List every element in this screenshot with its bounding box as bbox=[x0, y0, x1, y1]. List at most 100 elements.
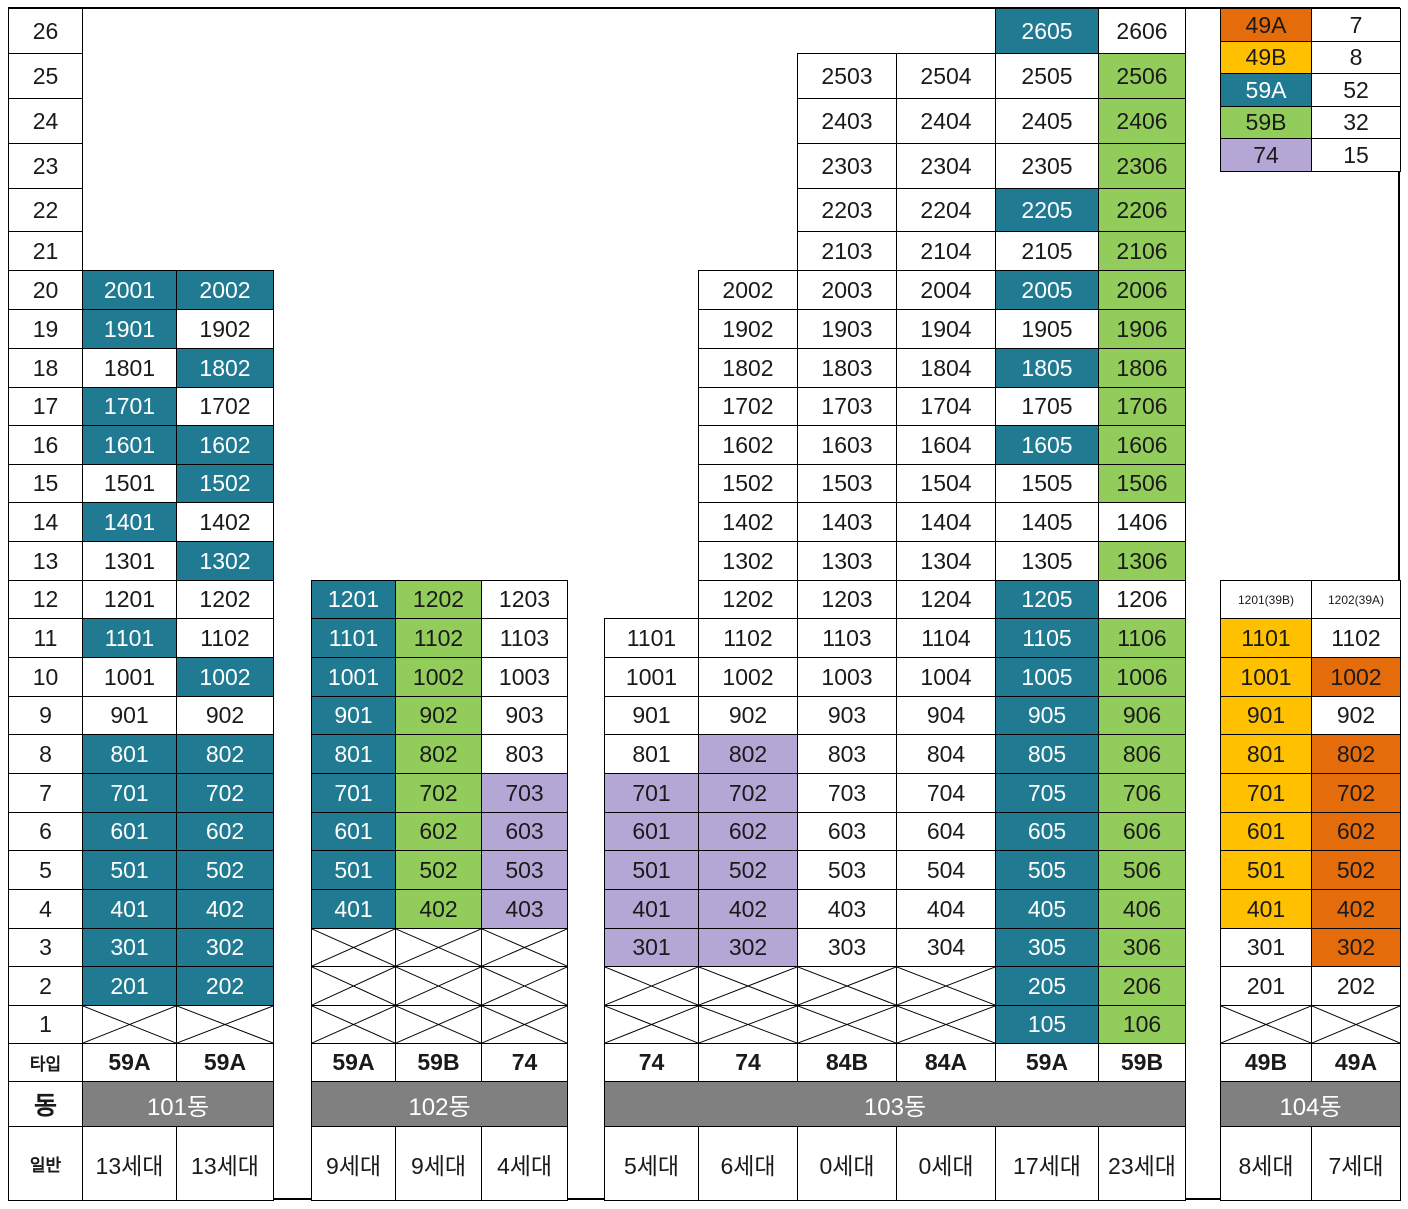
floor-label-17: 17 bbox=[8, 387, 83, 426]
unit-2204: 2204 bbox=[896, 188, 996, 232]
household-count: 6세대 bbox=[698, 1126, 798, 1201]
unit-405: 405 bbox=[995, 889, 1099, 929]
unit-1001: 1001 bbox=[311, 657, 396, 697]
unit-1903: 1903 bbox=[797, 309, 897, 349]
unit-1402: 1402 bbox=[698, 502, 798, 542]
unit-501: 501 bbox=[311, 850, 396, 890]
unit-301: 301 bbox=[82, 928, 177, 967]
unit-1201: 1201 bbox=[82, 580, 177, 619]
unit-901: 901 bbox=[604, 696, 699, 735]
legend-type-59B: 59B bbox=[1220, 106, 1312, 139]
household-count: 4세대 bbox=[481, 1126, 568, 1201]
unit-1003: 1003 bbox=[797, 657, 897, 697]
legend-type-49A: 49A bbox=[1220, 8, 1312, 42]
unit-1201: 1201 bbox=[311, 580, 396, 619]
household-count: 9세대 bbox=[395, 1126, 482, 1201]
unit-type-label: 74 bbox=[481, 1043, 568, 1082]
unit-901: 901 bbox=[1220, 696, 1312, 735]
unit-blocked bbox=[395, 1005, 482, 1044]
unit-803: 803 bbox=[481, 734, 568, 774]
unit-1203: 1203 bbox=[797, 580, 897, 619]
unit-blocked bbox=[896, 1005, 996, 1044]
unit-806: 806 bbox=[1098, 734, 1186, 774]
unit-702: 702 bbox=[395, 773, 482, 813]
unit-1206: 1206 bbox=[1098, 580, 1186, 619]
unit-1202: 1202 bbox=[176, 580, 274, 619]
unit-blocked bbox=[481, 1005, 568, 1044]
unit-2002: 2002 bbox=[176, 270, 274, 310]
unit-1405: 1405 bbox=[995, 502, 1099, 542]
unit-1502: 1502 bbox=[176, 464, 274, 503]
floor-label-19: 19 bbox=[8, 309, 83, 349]
unit-202: 202 bbox=[176, 966, 274, 1006]
unit-1801: 1801 bbox=[82, 348, 177, 388]
unit-2304: 2304 bbox=[896, 143, 996, 189]
unit-801: 801 bbox=[604, 734, 699, 774]
unit-1304: 1304 bbox=[896, 541, 996, 581]
unit-701: 701 bbox=[311, 773, 396, 813]
unit-1303: 1303 bbox=[797, 541, 897, 581]
unit-904: 904 bbox=[896, 696, 996, 735]
unit-602: 602 bbox=[395, 812, 482, 851]
unit-1305: 1305 bbox=[995, 541, 1099, 581]
unit-2605: 2605 bbox=[995, 8, 1099, 54]
floor-label-26: 26 bbox=[8, 8, 83, 54]
unit-306: 306 bbox=[1098, 928, 1186, 967]
household-count: 5세대 bbox=[604, 1126, 699, 1201]
unit-401: 401 bbox=[1220, 889, 1312, 929]
unit-703: 703 bbox=[481, 773, 568, 813]
unit-601: 601 bbox=[604, 812, 699, 851]
floor-label-7: 7 bbox=[8, 773, 83, 813]
unit-201: 201 bbox=[82, 966, 177, 1006]
unit-401: 401 bbox=[82, 889, 177, 929]
unit-2504: 2504 bbox=[896, 53, 996, 99]
unit-301: 301 bbox=[1220, 928, 1312, 967]
unit-1202: 1202 bbox=[395, 580, 482, 619]
unit-1101: 1101 bbox=[604, 618, 699, 658]
unit-1101: 1101 bbox=[82, 618, 177, 658]
unit-1706: 1706 bbox=[1098, 387, 1186, 426]
unit-type-label: 59A bbox=[995, 1043, 1099, 1082]
unit-2505: 2505 bbox=[995, 53, 1099, 99]
unit-1003: 1003 bbox=[481, 657, 568, 697]
unit-1504: 1504 bbox=[896, 464, 996, 503]
unit-1103: 1103 bbox=[797, 618, 897, 658]
unit-blocked bbox=[797, 1005, 897, 1044]
unit-201: 201 bbox=[1220, 966, 1312, 1006]
unit-705: 705 bbox=[995, 773, 1099, 813]
building-name: 104동 bbox=[1220, 1081, 1401, 1127]
unit-1906: 1906 bbox=[1098, 309, 1186, 349]
unit-1505: 1505 bbox=[995, 464, 1099, 503]
unit-301: 301 bbox=[604, 928, 699, 967]
unit-1602: 1602 bbox=[698, 425, 798, 465]
floor-label-4: 4 bbox=[8, 889, 83, 929]
unit-205: 205 bbox=[995, 966, 1099, 1006]
unit-1105: 1105 bbox=[995, 618, 1099, 658]
building-name: 102동 bbox=[311, 1081, 568, 1127]
unit-1806: 1806 bbox=[1098, 348, 1186, 388]
unit-906: 906 bbox=[1098, 696, 1186, 735]
floor-label-20: 20 bbox=[8, 270, 83, 310]
unit-1805: 1805 bbox=[995, 348, 1099, 388]
unit-503: 503 bbox=[797, 850, 897, 890]
unit-1501: 1501 bbox=[82, 464, 177, 503]
unit-2005: 2005 bbox=[995, 270, 1099, 310]
floor-label-1: 1 bbox=[8, 1005, 83, 1044]
unit-type-label: 59A bbox=[82, 1043, 177, 1082]
unit-1604: 1604 bbox=[896, 425, 996, 465]
unit-802: 802 bbox=[698, 734, 798, 774]
household-count: 0세대 bbox=[896, 1126, 996, 1201]
unit-1904: 1904 bbox=[896, 309, 996, 349]
unit-1703: 1703 bbox=[797, 387, 897, 426]
unit-1401: 1401 bbox=[82, 502, 177, 542]
household-count: 17세대 bbox=[995, 1126, 1099, 1201]
unit-302: 302 bbox=[1311, 928, 1401, 967]
unit-803: 803 bbox=[797, 734, 897, 774]
unit-1002: 1002 bbox=[395, 657, 482, 697]
unit-blocked bbox=[395, 928, 482, 967]
unit-blocked bbox=[481, 966, 568, 1006]
unit-1005: 1005 bbox=[995, 657, 1099, 697]
unit-2405: 2405 bbox=[995, 98, 1099, 144]
unit-501: 501 bbox=[82, 850, 177, 890]
